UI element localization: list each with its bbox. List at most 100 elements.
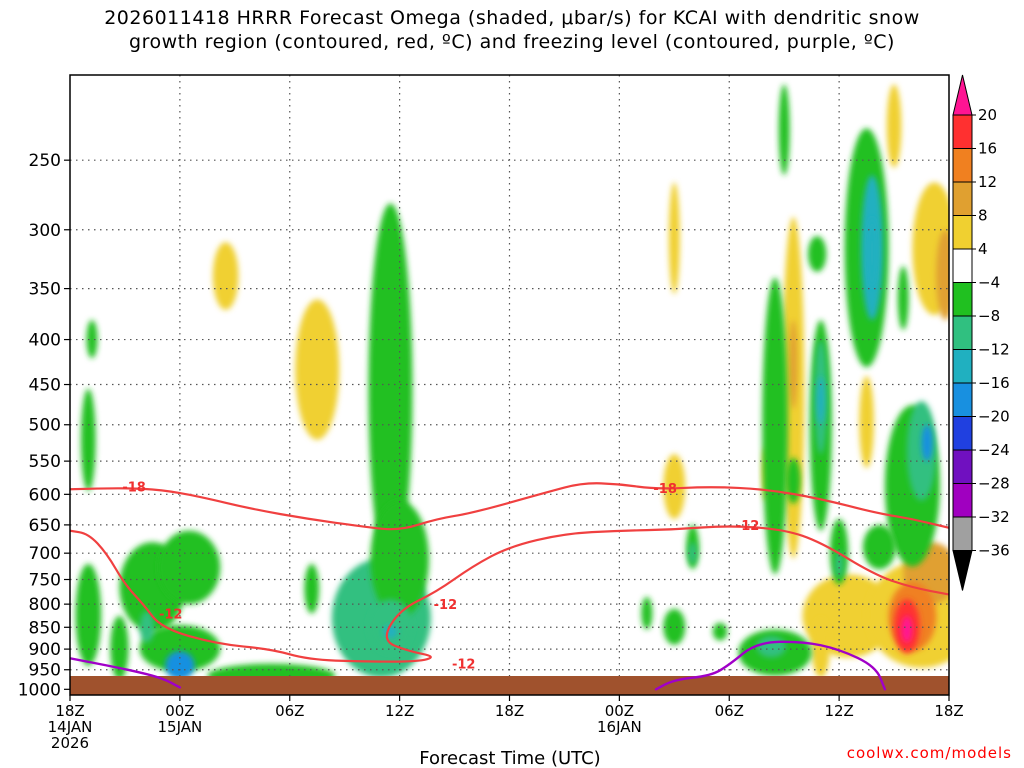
temperature-contour-label: -18 [122,481,146,496]
omega-region [157,530,221,605]
omega-region [867,216,877,289]
colorbar-label: 8 [978,207,988,225]
x-tick-label: 00Z [605,702,634,720]
y-tick-label: 1000 [18,680,61,700]
colorbar-segment [952,282,973,317]
colorbar-label: −32 [978,508,1010,526]
omega-region [110,615,129,680]
omega-region [368,203,413,575]
temperature-contour-label: -18 [653,482,677,497]
omega-region [663,454,686,519]
x-tick-label: 16JAN [597,718,642,736]
contours [70,482,949,691]
x-tick-label: 06Z [275,702,304,720]
y-tick-label: 650 [29,516,61,536]
colorbar-label: 4 [978,240,988,258]
colorbar-segment [952,181,973,216]
colorbar-label: −28 [978,475,1010,493]
colorbar-bottom-arrow [952,550,973,591]
colorbar-segment [952,483,973,518]
x-tick-label: 2026 [51,734,89,752]
x-tick-label: 18Z [55,702,84,720]
colorbar-label: −16 [978,374,1010,392]
y-tick-label: 250 [29,151,61,171]
omega-region [921,424,933,462]
temperature-contour-label: -12 [159,608,183,623]
x-tick-label: 18Z [495,702,524,720]
y-tick-label: 700 [29,544,61,564]
chart-title: 2026011418 HRRR Forecast Omega (shaded, … [0,6,1024,54]
omega-region [897,266,909,330]
x-tick-label: 15JAN [158,718,203,736]
freezing-level-contour-line [654,640,887,691]
ground-layer [70,676,949,695]
colorbar-top-arrow [952,74,973,116]
y-tick-label: 300 [29,221,61,241]
omega-region [712,622,728,641]
colorbar-label: 16 [978,140,997,158]
omega-region [663,608,686,645]
x-tick-label: 18Z [934,702,963,720]
temperature-contour-label: -12 [736,519,760,534]
omega-region [816,375,825,425]
y-tick-label: 850 [29,618,61,638]
colorbar-label: −8 [978,307,1000,325]
colorbar-segment [952,315,973,350]
y-tick-label: 950 [29,661,61,681]
omega-region [901,615,913,643]
colorbar-segment [952,349,973,384]
omega-region [668,182,680,295]
omega-region [165,651,195,680]
colorbar-label: 20 [978,106,997,124]
x-tick-label: 12Z [824,702,853,720]
colorbar-label: −36 [978,542,1010,560]
omega-region [886,84,902,168]
omega-region [756,636,787,658]
x-tick-label: 12Z [385,702,414,720]
omega-region [778,84,790,176]
y-tick-label: 600 [29,485,61,505]
omega-region [936,229,949,320]
omega-region [80,388,96,492]
colorbar-segment [952,516,973,551]
omega-region [139,611,155,643]
chart-title-line2: growth region (contoured, red, ºC) and f… [129,31,895,53]
y-tick-label: 350 [29,280,61,300]
omega-region [762,277,788,575]
colorbar-segment [952,382,973,417]
omega-region [139,625,221,672]
temperature-contour-label: -12 [452,658,476,673]
y-tick-label: 500 [29,416,61,436]
colorbar-segment [952,416,973,451]
omega-region [75,563,102,666]
chart-title-line1: 2026011418 HRRR Forecast Omega (shaded, … [104,7,920,29]
omega-region [789,319,798,410]
temperature-contour-line [70,525,949,663]
credit-text: coolwx.com/models [847,744,1012,762]
x-tick-label: 00Z [165,702,194,720]
y-tick-label: 750 [29,571,61,591]
omega-region [212,242,239,310]
contour-labels: -18 -18 -12 -12 -12 -12 [122,481,760,673]
omega-region [295,299,340,440]
omega-region [835,550,844,577]
colorbar-label: −4 [978,274,1000,292]
omega-region [862,524,896,570]
colorbar-label: −12 [978,341,1010,359]
omega-region [688,542,697,564]
colorbar: 20 16 12 8 4 −4 −8 −12 −16 −20 −24 −28 −32 −36 [952,74,1010,591]
y-tick-label: 550 [29,452,61,472]
y-tick-label: 400 [29,331,61,351]
temperature-contour-line [70,482,949,531]
omega-region [786,457,801,504]
omega-region [304,563,320,614]
omega-region [811,618,830,678]
colorbar-label: 12 [978,173,997,191]
colorbar-segment [952,449,973,484]
colorbar-segment [952,148,973,183]
y-tick-label: 900 [29,640,61,660]
x-tick-label: 14JAN [48,718,93,736]
ground-fill [70,676,949,695]
colorbar-segment [952,215,973,250]
